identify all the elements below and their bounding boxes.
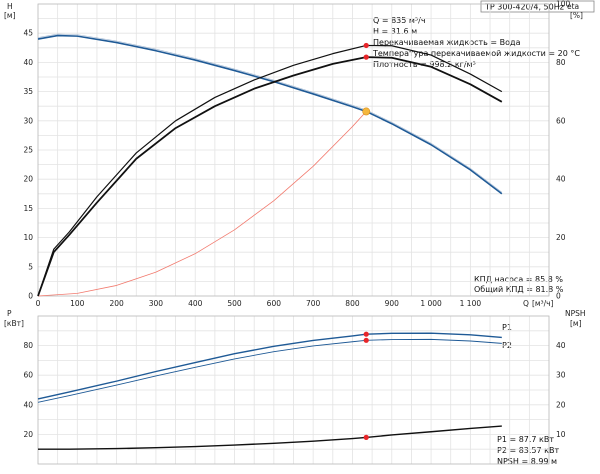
y-tick-left: 20 bbox=[23, 175, 33, 184]
series-p1 bbox=[37, 332, 502, 400]
power-axis-unit: [кВт] bbox=[4, 319, 24, 328]
y-tick-right: 80 bbox=[556, 58, 566, 67]
series-line-2 bbox=[38, 425, 502, 450]
duty-point-marker bbox=[363, 42, 369, 49]
y-tick-left: 60 bbox=[23, 371, 33, 380]
y-tick-left: 40 bbox=[23, 58, 33, 67]
p1-series-label: P1 bbox=[502, 323, 512, 332]
y-tick-right: 20 bbox=[556, 400, 566, 409]
duty-point-marker bbox=[363, 54, 369, 60]
plot-frame bbox=[37, 315, 550, 465]
y-tick-left: 80 bbox=[23, 341, 33, 350]
npsh-axis-unit: [м] bbox=[570, 319, 582, 328]
y-tick-right: 0 bbox=[556, 292, 561, 301]
info-flow: Q = 835 м³/ч bbox=[373, 16, 426, 25]
flow-axis-label: Q bbox=[523, 299, 529, 308]
y-tick-right: 10 bbox=[556, 430, 566, 439]
npsh-readout: NPSH = 8.99 м bbox=[497, 457, 557, 466]
head-axis-label: H bbox=[7, 2, 13, 11]
chart-title: TP 300-420/4, 50Hz bbox=[484, 3, 564, 12]
flow-axis-unit: [м³/ч] bbox=[532, 299, 554, 308]
title-box bbox=[480, 0, 595, 13]
head-axis-unit: [м] bbox=[4, 11, 16, 20]
p1-readout: P1 = 87.7 кВт bbox=[497, 435, 554, 444]
y-tick-left: 25 bbox=[23, 146, 33, 155]
series-line-2 bbox=[37, 44, 503, 297]
total-efficiency-label: Общий КПД = 81.8 % bbox=[474, 285, 564, 294]
duty-point-marker bbox=[363, 434, 369, 440]
info-temperature: Температура перекачиваемой жидкости = 20… bbox=[372, 49, 580, 58]
info-liquid: Перекачиваемая жидкость = Вода bbox=[373, 38, 521, 47]
y-tick-right: 20 bbox=[556, 233, 566, 242]
y-tick-left: 20 bbox=[23, 430, 33, 439]
x-tick: 600 bbox=[267, 299, 282, 308]
y-tick-left: 0 bbox=[28, 292, 33, 301]
x-tick: 1 100 bbox=[460, 299, 482, 308]
y-tick-right: 40 bbox=[556, 175, 566, 184]
series-line-1 bbox=[37, 111, 367, 297]
y-tick-left: 30 bbox=[23, 116, 33, 125]
series-p2 bbox=[37, 338, 502, 403]
eta-axis-label: eta bbox=[567, 2, 579, 11]
power-npsh-panel: 20 40 60 80 10 20 30 40 bbox=[23, 315, 566, 465]
eta-axis-unit: [%] bbox=[570, 11, 583, 20]
x-tick: 100 bbox=[70, 299, 85, 308]
y-tick-left: 35 bbox=[23, 87, 33, 96]
y-tick-left: 10 bbox=[23, 233, 33, 242]
x-tick: 800 bbox=[345, 299, 360, 308]
y-tick-left: 40 bbox=[23, 400, 33, 409]
series-line-3 bbox=[37, 56, 503, 297]
npsh-axis-label: NPSH bbox=[565, 309, 586, 318]
y-tick-right: 30 bbox=[556, 371, 566, 380]
y-tick-left: 5 bbox=[28, 262, 33, 271]
y-tick-right: 100 bbox=[556, 0, 571, 9]
y-tick-left: 15 bbox=[23, 204, 33, 213]
pump-efficiency-label: КПД насоса = 85.8 % bbox=[474, 275, 563, 284]
x-tick: 400 bbox=[188, 299, 203, 308]
power-axis-label: P bbox=[7, 309, 12, 318]
x-tick: 500 bbox=[227, 299, 242, 308]
y-tick-right: 60 bbox=[556, 116, 566, 125]
x-tick: 1 000 bbox=[420, 299, 442, 308]
x-tick: 0 bbox=[36, 299, 41, 308]
y-tick-right: 40 bbox=[556, 341, 566, 350]
duty-point-marker bbox=[363, 331, 369, 337]
x-tick: 200 bbox=[109, 299, 124, 308]
x-tick: 700 bbox=[306, 299, 321, 308]
head-efficiency-panel: 0 5 10 15 20 25 30 35 40 45 0 20 40 60 80 100 0 100 200 300… bbox=[23, 0, 570, 308]
plot-frame bbox=[37, 3, 550, 297]
p2-readout: P2 = 83.57 кВт bbox=[497, 446, 559, 455]
plot-layer: 0 5 10 15 20 25 30 35 40 45 0 20 40 60 80 100 0 100 200 300… bbox=[23, 0, 571, 465]
x-tick: 900 bbox=[385, 299, 400, 308]
x-tick: 300 bbox=[149, 299, 164, 308]
info-head: H = 31.6 м bbox=[373, 27, 417, 36]
head-curve-outline bbox=[37, 33, 503, 193]
duty-point-marker bbox=[362, 107, 371, 116]
duty-point-marker bbox=[363, 337, 369, 343]
y-tick-left: 45 bbox=[23, 29, 33, 38]
